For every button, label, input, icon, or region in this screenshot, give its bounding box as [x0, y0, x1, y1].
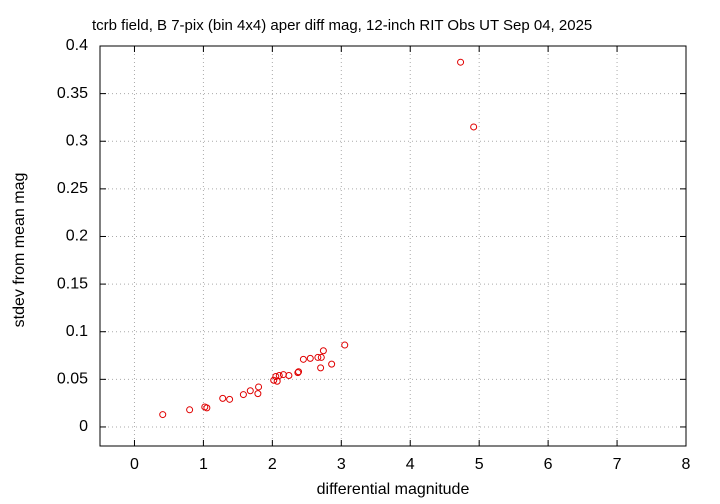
point: [275, 372, 283, 380]
x-tick-label: 6: [544, 456, 553, 473]
chart-title: tcrb field, B 7-pix (bin 4x4) aper diff …: [92, 17, 592, 34]
point: [306, 354, 314, 362]
point: [279, 371, 287, 379]
x-tick-label: 3: [337, 456, 346, 473]
point: [159, 411, 167, 419]
point: [186, 406, 194, 414]
point: [295, 368, 303, 376]
point: [299, 355, 307, 363]
y-tick-label: 0.05: [57, 371, 88, 388]
point: [285, 372, 293, 380]
x-tick-label: 5: [475, 456, 484, 473]
point: [314, 353, 322, 361]
point: [254, 390, 262, 398]
point: [246, 387, 254, 395]
point: [317, 353, 325, 361]
x-axis-label: differential magnitude: [317, 481, 470, 498]
y-tick-label: 0.15: [57, 275, 88, 292]
plot-frame: [99, 45, 687, 447]
point: [341, 341, 349, 349]
point: [470, 123, 478, 131]
point: [319, 347, 327, 355]
y-tick-label: 0.2: [66, 228, 88, 245]
point: [317, 364, 325, 372]
point: [203, 404, 211, 412]
y-tick-label: 0.25: [57, 180, 88, 197]
point: [270, 376, 278, 384]
x-tick-label: 0: [130, 456, 139, 473]
y-tick-label: 0: [79, 418, 88, 435]
y-tick-label: 0.35: [57, 85, 88, 102]
x-tick-label: 8: [682, 456, 691, 473]
point: [457, 58, 465, 66]
point: [255, 383, 263, 391]
point: [239, 391, 247, 399]
y-tick-label: 0.3: [66, 132, 88, 149]
point: [219, 394, 227, 402]
x-tick-label: 2: [268, 456, 277, 473]
x-tick-label: 4: [406, 456, 415, 473]
point: [272, 372, 280, 380]
y-axis-label: stdev from mean mag: [11, 173, 28, 328]
x-tick-label: 1: [199, 456, 208, 473]
point: [294, 369, 302, 377]
y-tick-label: 0.1: [66, 323, 88, 340]
point: [226, 395, 234, 403]
y-tick-label: 0.4: [66, 37, 88, 54]
x-tick-label: 7: [613, 456, 622, 473]
point: [328, 360, 336, 368]
